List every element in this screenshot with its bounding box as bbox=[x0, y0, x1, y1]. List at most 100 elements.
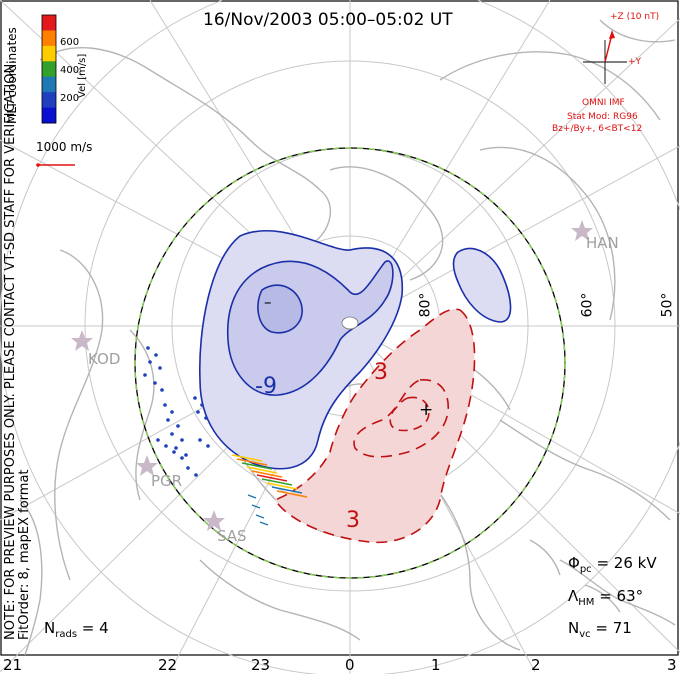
mlt-hour-22: 22 bbox=[158, 656, 178, 674]
stat-nrads-symbol: N bbox=[44, 619, 56, 637]
colorbar-swatch bbox=[42, 15, 56, 31]
latitude-60: 60° bbox=[579, 292, 596, 318]
hm-boundary-green bbox=[134, 147, 566, 579]
vector-point bbox=[158, 366, 162, 370]
mlt-hour-23: 23 bbox=[251, 656, 271, 674]
vector-point bbox=[193, 396, 197, 400]
vector-point bbox=[166, 418, 170, 422]
vector-line bbox=[241, 462, 273, 470]
vector-point bbox=[154, 353, 158, 357]
vector-point bbox=[160, 388, 164, 392]
reference-vector-origin bbox=[36, 163, 40, 167]
station-sas: SAS bbox=[217, 527, 247, 545]
vector-point bbox=[198, 438, 202, 442]
vector-point bbox=[206, 444, 210, 448]
coordinate-system-label: MLT coordinates bbox=[5, 27, 19, 124]
pole-marker bbox=[341, 316, 359, 330]
vector-line bbox=[261, 478, 293, 486]
stat-phi-pc-value: = 26 kV bbox=[591, 554, 657, 572]
vector-point bbox=[204, 416, 208, 420]
stat-nvc-symbol: N bbox=[568, 619, 580, 637]
vector-point bbox=[180, 438, 184, 442]
potential-minimum-marker: – bbox=[264, 293, 272, 311]
vector-point bbox=[163, 403, 167, 407]
station-markers bbox=[71, 220, 593, 531]
vector-line bbox=[251, 504, 261, 509]
velocity-colorbar bbox=[41, 14, 57, 124]
stat-phi-pc-sub: pc bbox=[579, 564, 592, 575]
latitude-80: 80° bbox=[417, 292, 434, 318]
preview-note: NOTE: FOR PREVIEW PURPOSES ONLY. PLEASE … bbox=[3, 59, 32, 640]
reference-vector-label: 1000 m/s bbox=[36, 140, 93, 154]
vector-line bbox=[256, 474, 288, 482]
stat-nvc-sub: vc bbox=[579, 629, 591, 640]
mlt-hour-2: 2 bbox=[531, 656, 541, 674]
colorbar-swatch bbox=[42, 76, 56, 93]
mlt-hour-3: 3 bbox=[667, 656, 677, 674]
colorbar-swatch bbox=[42, 61, 56, 78]
station-kod-marker bbox=[71, 330, 93, 351]
vector-point bbox=[170, 432, 174, 436]
stat-lambda-sub: HM bbox=[578, 597, 595, 608]
mlt-hour-1: 1 bbox=[431, 656, 441, 674]
vector-point bbox=[164, 444, 168, 448]
colorbar-frame bbox=[41, 14, 57, 124]
stat-lambda-value: = 63° bbox=[594, 587, 644, 605]
mlt-hour-21: 21 bbox=[3, 656, 23, 674]
contour-label-negative: -9 bbox=[255, 374, 277, 399]
stat-nrads-sub: rads bbox=[55, 629, 78, 640]
stat-phi-pc-symbol: Φ bbox=[568, 554, 580, 572]
vector-point bbox=[176, 424, 180, 428]
vector-line bbox=[231, 454, 263, 462]
preview-note-line-2: FitOrder: 8, mapEX format bbox=[17, 469, 32, 640]
dusk-small-cell bbox=[452, 247, 512, 323]
latitude-50: 50° bbox=[659, 292, 676, 318]
station-sas-marker bbox=[203, 510, 225, 531]
vector-line bbox=[259, 521, 269, 526]
stat-nvc: Nvc = 71 bbox=[568, 619, 632, 640]
mlt-hour-0: 0 bbox=[345, 656, 355, 674]
colorbar-tick-200: 200 bbox=[60, 93, 80, 104]
vector-point bbox=[174, 446, 178, 450]
imf-stat-mod: Stat Mod: RG96 bbox=[567, 112, 638, 122]
imf-y-label: +Y bbox=[628, 57, 642, 67]
preview-note-line-1: NOTE: FOR PREVIEW PURPOSES ONLY. PLEASE … bbox=[3, 59, 18, 640]
stat-lambda-symbol: Λ bbox=[568, 587, 579, 605]
velocity-vectors bbox=[143, 346, 308, 526]
contour-label-positive-lower: 3 bbox=[346, 508, 360, 533]
vector-point bbox=[146, 346, 150, 350]
vector-line bbox=[276, 490, 308, 498]
station-pgr-marker bbox=[136, 455, 158, 476]
imf-condition: Bz+/By+, 6<BT<12 bbox=[552, 124, 643, 134]
colorbar-swatch bbox=[42, 45, 56, 62]
colorbar-tick-400: 400 bbox=[60, 65, 80, 76]
positive-cell-fill bbox=[273, 308, 476, 544]
stat-phi-pc: Φpc = 26 kV bbox=[568, 554, 657, 575]
stat-nvc-value: = 71 bbox=[590, 619, 632, 637]
plot-frame bbox=[0, 0, 679, 656]
contour-label-positive-upper: 3 bbox=[374, 360, 388, 385]
vector-point bbox=[184, 453, 188, 457]
vector-point bbox=[196, 410, 200, 414]
vector-point bbox=[200, 403, 204, 407]
vector-point bbox=[153, 381, 157, 385]
station-pgr: PGR bbox=[151, 472, 183, 490]
vector-point bbox=[180, 456, 184, 460]
vector-line bbox=[266, 482, 298, 490]
stat-lambda-hm: ΛHM = 63° bbox=[568, 587, 643, 608]
vector-point bbox=[148, 360, 152, 364]
colorbar-tick-600: 600 bbox=[60, 37, 80, 48]
plot-title: 16/Nov/2003 05:00–05:02 UT bbox=[203, 10, 453, 30]
vector-line bbox=[236, 458, 268, 466]
vector-line bbox=[255, 514, 265, 519]
colorbar-swatch bbox=[42, 92, 56, 109]
vector-line bbox=[246, 466, 278, 474]
vector-point bbox=[186, 466, 190, 470]
imf-source: OMNI IMF bbox=[582, 98, 625, 108]
station-kod: KOD bbox=[88, 350, 121, 368]
coastlines bbox=[19, 19, 676, 656]
vector-point bbox=[156, 438, 160, 442]
imf-arrow-head bbox=[609, 30, 615, 39]
positive-cell-inner bbox=[353, 379, 449, 458]
